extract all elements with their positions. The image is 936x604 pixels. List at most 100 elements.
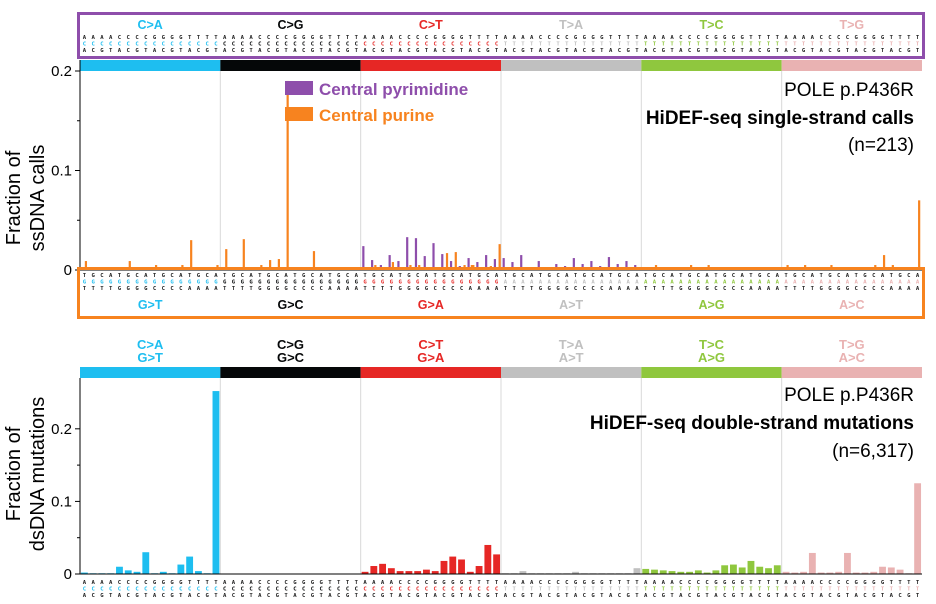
dsdna-context-base: C	[442, 593, 445, 599]
dsdna-context-base: C	[407, 593, 410, 599]
pyrimidine-context-base: T	[784, 42, 788, 48]
pyrimidine-context-base: G	[741, 35, 745, 41]
dsdna-bar	[572, 571, 579, 574]
purine-context-base: T	[504, 286, 508, 292]
dsdna-context-base: C	[83, 587, 86, 593]
ssdna-ylabel-line2: ssDNA calls	[27, 145, 49, 252]
dsdna-context-base: C	[197, 593, 200, 599]
purine-context-base: C	[381, 273, 384, 279]
pyrimidine-context-base: C	[91, 48, 94, 54]
dsdna-context-base: C	[284, 580, 287, 586]
pyrimidine-context-base: A	[670, 35, 674, 41]
dsdna-context-base: T	[855, 587, 859, 593]
purine-context-base: A	[793, 280, 797, 286]
purine-context-base: C	[802, 273, 805, 279]
purine-context-base: T	[644, 286, 648, 292]
purine-context-base: C	[574, 286, 577, 292]
dsdna-bar	[826, 572, 834, 574]
dsdna-context-base: C	[697, 580, 700, 586]
dsdna-context-base: T	[916, 580, 920, 586]
pyrimidine-context-base: G	[179, 35, 183, 41]
purine-context-base: A	[898, 286, 902, 292]
dsdna-bar	[808, 552, 816, 574]
ssdna-bar	[225, 249, 228, 270]
pyrimidine-context-base: A	[223, 35, 227, 41]
pyrimidine-context-base: T	[662, 42, 666, 48]
pyrimidine-context-base: A	[381, 35, 385, 41]
pyrimidine-context-base: G	[626, 48, 630, 54]
pyrimidine-context-base: A	[434, 48, 438, 54]
purine-context-base: G	[512, 273, 516, 279]
purine-context-base: G	[705, 286, 709, 292]
purine-context-base: A	[469, 286, 473, 292]
dsdna-gridlines	[219, 378, 783, 574]
dsdna-context-base: T	[784, 587, 788, 593]
ssdna-title-sample: POLE p.P436R	[784, 80, 914, 101]
dsdna-context-base: C	[363, 587, 366, 593]
pyrimidine-context-base: C	[723, 48, 726, 54]
purine-context-base: T	[118, 273, 122, 279]
purine-context-base: A	[214, 286, 218, 292]
pyrimidine-context-base: A	[521, 35, 525, 41]
dsdna-context-base: T	[907, 580, 911, 586]
dsdna-context-base: C	[548, 580, 551, 586]
dsdna-context-base: T	[530, 593, 534, 599]
dsdna-context-base: T	[583, 587, 587, 593]
purine-context-base: G	[267, 280, 271, 286]
pyrimidine-context-base: T	[705, 42, 709, 48]
ssdna-class-bar-0	[80, 60, 221, 71]
ssdna-bar	[269, 260, 272, 270]
purine-context-base: C	[714, 286, 717, 292]
dsdna-context-base: C	[355, 587, 358, 593]
ssdna-bar	[493, 259, 497, 270]
dsdna-context-base: C	[653, 593, 656, 599]
dsdna-context-base: A	[539, 593, 543, 599]
ssdna-class-bar-2	[360, 60, 501, 71]
purine-context-base: G	[758, 273, 762, 279]
dsdna-context-base: T	[179, 593, 183, 599]
pyrimidine-context-base: A	[188, 48, 192, 54]
dsdna-bar	[773, 565, 781, 574]
dsdna-context-base: C	[688, 593, 691, 599]
purine-context-base: C	[179, 286, 182, 292]
dsdna-context-base: T	[346, 580, 350, 586]
purine-context-base: T	[249, 286, 253, 292]
pyrimidine-context-base: G	[767, 48, 771, 54]
pyrimidine-context-base: A	[398, 48, 402, 54]
dsdna-context-base: T	[811, 587, 815, 593]
dsdna-context-base: C	[407, 587, 410, 593]
pyrimidine-context-base: C	[276, 42, 279, 48]
dsdna-context-base: T	[890, 580, 894, 586]
dsdna-context-base: C	[232, 587, 235, 593]
pyrimidine-context-base: T	[776, 42, 780, 48]
purine-context-base: C	[591, 286, 594, 292]
purine-context-base: G	[276, 286, 280, 292]
pyrimidine-context-base: T	[837, 42, 841, 48]
pyrimidine-context-base: C	[91, 42, 94, 48]
pyrimidine-context-base: T	[109, 48, 113, 54]
pyrimidine-context-base: T	[179, 48, 183, 54]
pyrimidine-context-base: A	[679, 48, 683, 54]
pyrimidine-context-base: T	[591, 42, 595, 48]
pyrimidine-context-base: T	[618, 35, 622, 41]
dsdna-context-base: C	[477, 593, 480, 599]
purine-context-base: A	[776, 280, 780, 286]
pyrimidine-context-base: G	[170, 48, 174, 54]
dsdna-context-base: C	[828, 580, 831, 586]
purine-context-base: C	[170, 286, 173, 292]
pyrimidine-context-base: C	[320, 42, 323, 48]
dsdna-context-base: T	[837, 587, 841, 593]
purine-context-base: G	[398, 286, 402, 292]
ssdna-class-bar-3	[501, 60, 642, 71]
purine-context-base: A	[916, 273, 920, 279]
purine-context-base: G	[548, 273, 552, 279]
pyrimidine-context-base: A	[293, 48, 297, 54]
purine-context-base: A	[828, 280, 832, 286]
ssdna-title-method: HiDEF-seq single-strand calls	[646, 108, 914, 129]
pyrimidine-context-base: A	[504, 48, 508, 54]
dsdna-context-base: A	[258, 593, 262, 599]
pyrimidine-context-base: T	[574, 42, 578, 48]
pyrimidine-context-base: C	[363, 42, 366, 48]
dsdna-header-line2: A>T	[559, 350, 584, 365]
pyrimidine-context-base: A	[539, 48, 543, 54]
